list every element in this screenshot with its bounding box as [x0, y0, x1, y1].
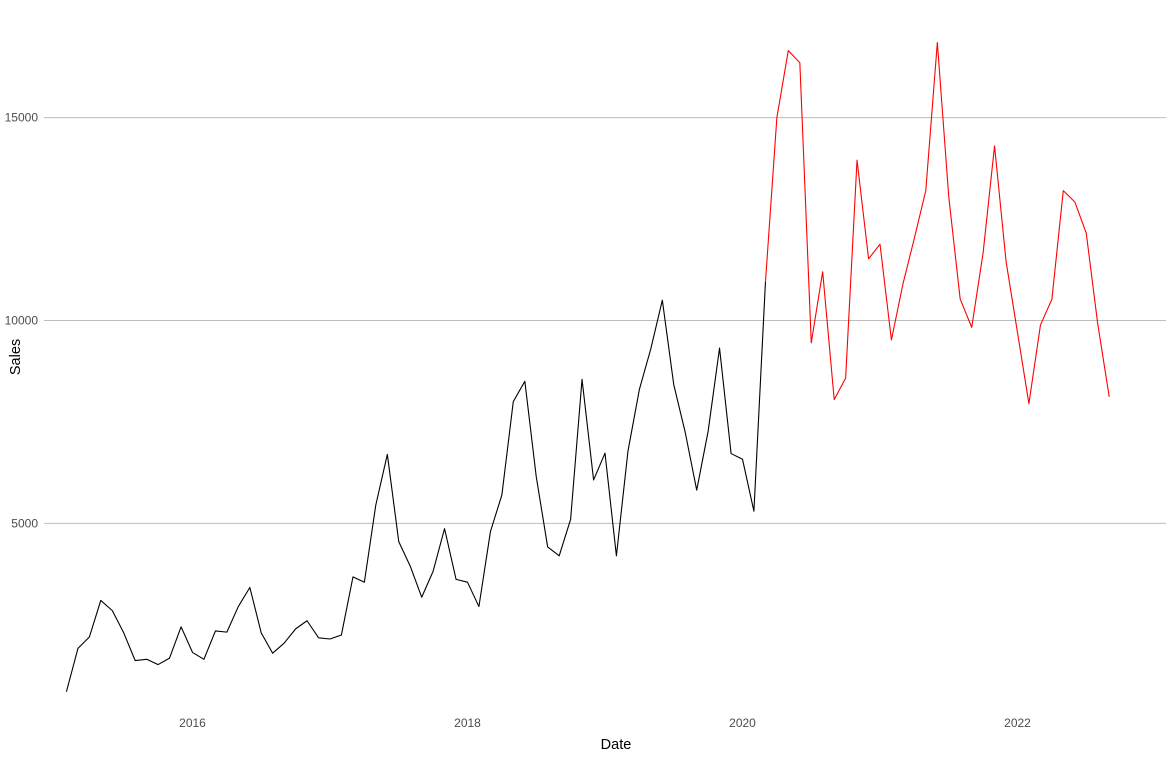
x-axis-tick-labels: 2016 2018 2020 2022	[179, 716, 1031, 730]
series-lines	[65, 41, 1110, 692]
y-axis-tick-labels: 5000 10000 15000	[5, 111, 39, 531]
x-tick-label: 2020	[729, 716, 756, 730]
x-tick-label: 2016	[179, 716, 206, 730]
x-axis-title: Date	[601, 737, 632, 753]
y-tick-label: 10000	[5, 313, 39, 327]
gridlines	[44, 117, 1166, 524]
y-axis-title: Sales	[8, 339, 24, 375]
x-tick-label: 2022	[1004, 716, 1031, 730]
y-tick-label: 5000	[11, 516, 38, 530]
series-line-red	[764, 41, 1110, 405]
y-tick-label: 15000	[5, 111, 39, 125]
series-line-black	[65, 281, 767, 692]
x-tick-label: 2018	[454, 716, 481, 730]
